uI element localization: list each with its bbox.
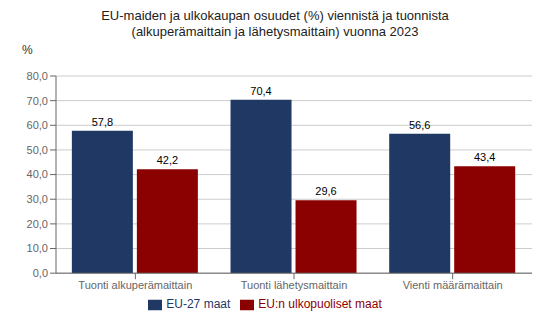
svg-text:50,0: 50,0 <box>27 144 48 156</box>
svg-text:80,0: 80,0 <box>27 70 48 82</box>
svg-text:42,2: 42,2 <box>157 154 178 166</box>
svg-text:56,6: 56,6 <box>409 119 430 131</box>
svg-text:60,0: 60,0 <box>27 119 48 131</box>
html-text:EU:n ulkopuoliset maat: EU:n ulkopuoliset maat <box>258 297 382 312</box>
html-text:EU-27 maat: EU-27 maat <box>166 297 231 312</box>
svg-text:Vienti määrämaittain: Vienti määrämaittain <box>403 279 503 291</box>
svg-text:10,0: 10,0 <box>27 242 48 254</box>
svg-text:0,0: 0,0 <box>33 267 48 279</box>
svg-text:40,0: 40,0 <box>27 168 48 180</box>
svg-text:70,0: 70,0 <box>27 95 48 107</box>
svg-text:57,8: 57,8 <box>92 116 113 128</box>
svg-text:Tuonti lähetysmaittain: Tuonti lähetysmaittain <box>241 279 348 291</box>
svg-text:43,4: 43,4 <box>474 151 495 163</box>
svg-text:29,6: 29,6 <box>315 185 336 197</box>
svg-text:Tuonti alkuperämaittain: Tuonti alkuperämaittain <box>78 279 192 291</box>
svg-text:70,4: 70,4 <box>250 85 271 97</box>
svg-text:20,0: 20,0 <box>27 218 48 230</box>
html-text:EU-maiden ja ulkokaupan osuude: EU-maiden ja ulkokaupan osuudet (%) vien… <box>101 8 449 39</box>
svg-text:30,0: 30,0 <box>27 193 48 205</box>
